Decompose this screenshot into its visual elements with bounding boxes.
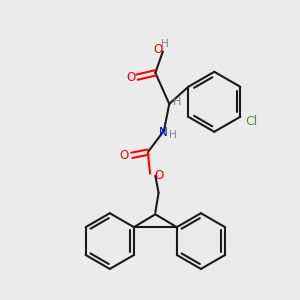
Text: H: H bbox=[169, 130, 176, 140]
Text: O: O bbox=[154, 169, 163, 182]
Text: O: O bbox=[120, 149, 129, 162]
Text: H: H bbox=[172, 97, 181, 107]
Text: O: O bbox=[153, 43, 162, 56]
Text: O: O bbox=[126, 70, 135, 84]
Text: N: N bbox=[158, 126, 167, 140]
Text: H: H bbox=[161, 39, 169, 49]
Text: Cl: Cl bbox=[245, 115, 257, 128]
